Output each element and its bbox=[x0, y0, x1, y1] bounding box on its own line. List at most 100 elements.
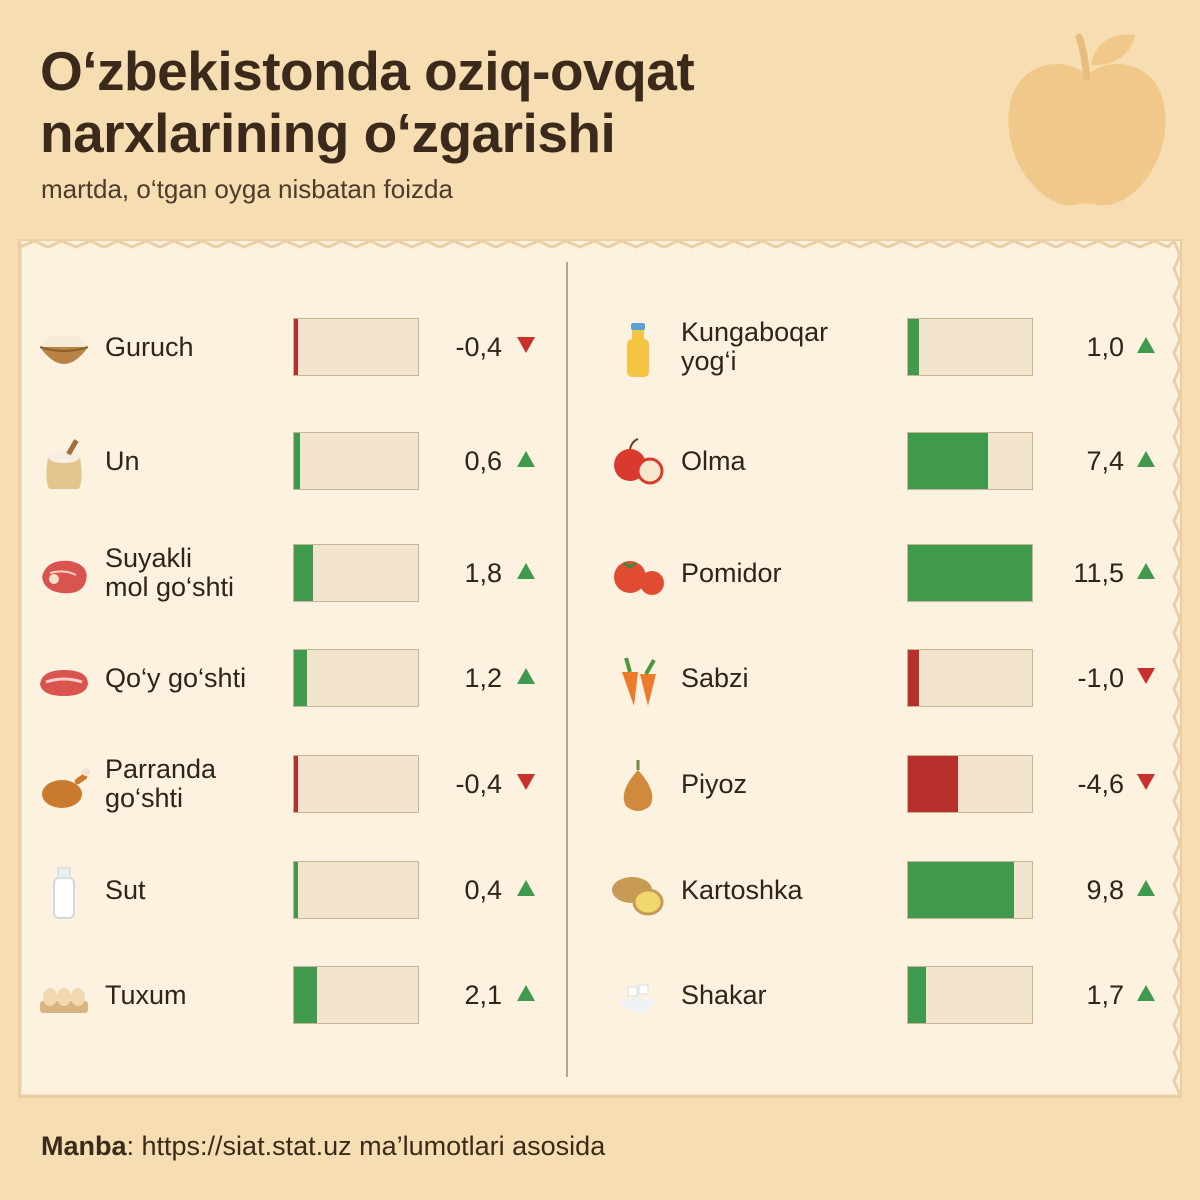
sugar-bowl-icon bbox=[618, 984, 658, 1013]
bar-value: 2,1 bbox=[464, 980, 502, 1010]
bar-track bbox=[907, 966, 1033, 1024]
bar bbox=[294, 545, 314, 601]
bar-row: Olma 7,4 bbox=[0, 432, 1200, 494]
bar-row: Sut 0,4 bbox=[0, 861, 1200, 923]
bar-label: Un bbox=[105, 446, 140, 476]
bar-track bbox=[907, 432, 1033, 490]
source-text: : https://siat.stat.uz ma’lumotlari asos… bbox=[126, 1131, 606, 1161]
bar-value: 1,2 bbox=[464, 663, 502, 693]
arrow-up-icon bbox=[1137, 563, 1155, 579]
bar bbox=[908, 862, 1014, 918]
bar-track bbox=[907, 544, 1033, 602]
bar-track bbox=[293, 432, 419, 490]
bar-row: Sabzi -1,0 bbox=[0, 649, 1200, 711]
bar-label: Tuxum bbox=[105, 980, 187, 1010]
bar bbox=[908, 319, 919, 375]
bar-row: Qo‘y go‘shti 1,2 bbox=[0, 649, 1200, 711]
milk-bottle-icon bbox=[53, 867, 75, 919]
arrow-up-icon bbox=[1137, 985, 1155, 1001]
bar-label: Suyakli mol go‘shti bbox=[105, 543, 235, 602]
bar-track bbox=[907, 649, 1033, 707]
bar-row: Parranda go‘shti -0,4 bbox=[0, 755, 1200, 817]
page-title: O‘zbekistonda oziq-ovqat narxlarining o‘… bbox=[40, 40, 695, 164]
arrow-up-icon bbox=[1137, 880, 1155, 896]
bar-label: Pomidor bbox=[681, 558, 782, 588]
bar-track bbox=[293, 861, 419, 919]
bar bbox=[908, 967, 927, 1023]
arrow-up-icon bbox=[1137, 451, 1155, 467]
bar-track bbox=[293, 544, 419, 602]
bar-label: Kungaboqar yog‘i bbox=[681, 317, 829, 376]
bar-row: Pomidor 11,5 bbox=[0, 544, 1200, 606]
bar-track bbox=[293, 755, 419, 813]
beef-steak-icon bbox=[42, 560, 87, 594]
bar-label: Kartoshka bbox=[681, 875, 803, 905]
apple-icon bbox=[614, 438, 664, 485]
arrow-down-icon bbox=[1137, 668, 1155, 684]
bar-label: Sabzi bbox=[681, 663, 749, 693]
bar-track bbox=[907, 318, 1033, 376]
bar-value: 11,5 bbox=[1073, 558, 1124, 588]
arrow-up-icon bbox=[517, 451, 535, 467]
bar-track bbox=[293, 649, 419, 707]
bar bbox=[294, 319, 299, 375]
bar bbox=[908, 650, 919, 706]
bar bbox=[294, 756, 299, 812]
bar-row: Tuxum 2,1 bbox=[0, 966, 1200, 1028]
oil-bottle-icon bbox=[627, 323, 649, 377]
roast-chicken-icon bbox=[42, 768, 90, 808]
bar-label: Qo‘y go‘shti bbox=[105, 663, 247, 693]
bar-value: 9,8 bbox=[1086, 875, 1124, 905]
bar-value: 1,0 bbox=[1086, 332, 1124, 362]
bar-label: Sut bbox=[105, 875, 146, 905]
bar-track bbox=[293, 966, 419, 1024]
bar bbox=[294, 433, 301, 489]
bar-label: Piyoz bbox=[681, 769, 748, 799]
arrow-up-icon bbox=[517, 880, 535, 896]
bar-value: 0,4 bbox=[464, 875, 502, 905]
bar-label: Parranda go‘shti bbox=[105, 754, 217, 813]
page-subtitle: martda, o‘tgan oyga nisbatan foizda bbox=[41, 174, 453, 204]
torn-paper-edge bbox=[20, 241, 1180, 1096]
mutton-icon bbox=[40, 670, 88, 696]
bar-value: -0,4 bbox=[455, 769, 502, 799]
bar bbox=[908, 433, 988, 489]
bar-value: -1,0 bbox=[1077, 663, 1124, 693]
arrow-down-icon bbox=[517, 337, 535, 353]
source-label: Manba bbox=[41, 1131, 127, 1161]
bar-value: 7,4 bbox=[1086, 446, 1124, 476]
bar-row: Guruch -0,4 bbox=[0, 318, 1200, 380]
bar-row: Shakar 1,7 bbox=[0, 966, 1200, 1028]
bar bbox=[294, 967, 317, 1023]
bar-row: Piyoz -4,6 bbox=[0, 755, 1200, 817]
bar-track bbox=[907, 755, 1033, 813]
arrow-up-icon bbox=[1137, 337, 1155, 353]
tomato-icon bbox=[614, 561, 664, 595]
arrow-down-icon bbox=[1137, 774, 1155, 790]
bar bbox=[908, 756, 958, 812]
bar-row: Kungaboqar yog‘i 1,0 bbox=[0, 318, 1200, 380]
source-note: Manba: https://siat.stat.uz ma’lumotlari… bbox=[41, 1131, 605, 1162]
rice-bowl-icon bbox=[39, 335, 89, 364]
bar-value: 1,7 bbox=[1086, 980, 1124, 1010]
arrow-up-icon bbox=[517, 563, 535, 579]
bar-value: -0,4 bbox=[455, 332, 502, 362]
apple-watermark-icon bbox=[1008, 33, 1166, 206]
carrot-icon bbox=[622, 657, 656, 706]
bar bbox=[908, 545, 1032, 601]
eggs-icon bbox=[40, 988, 88, 1013]
bar-track bbox=[907, 861, 1033, 919]
bar-label: Shakar bbox=[681, 980, 767, 1010]
bar bbox=[294, 862, 299, 918]
arrow-down-icon bbox=[517, 774, 535, 790]
column-divider bbox=[566, 262, 568, 1077]
arrow-up-icon bbox=[517, 985, 535, 1001]
bar-value: -4,6 bbox=[1077, 769, 1124, 799]
bar-label: Olma bbox=[681, 446, 746, 476]
potato-icon bbox=[612, 877, 664, 916]
bar bbox=[294, 650, 307, 706]
bar-label: Guruch bbox=[105, 332, 194, 362]
bar-value: 0,6 bbox=[464, 446, 502, 476]
bar-track bbox=[293, 318, 419, 376]
onion-icon bbox=[623, 760, 653, 811]
